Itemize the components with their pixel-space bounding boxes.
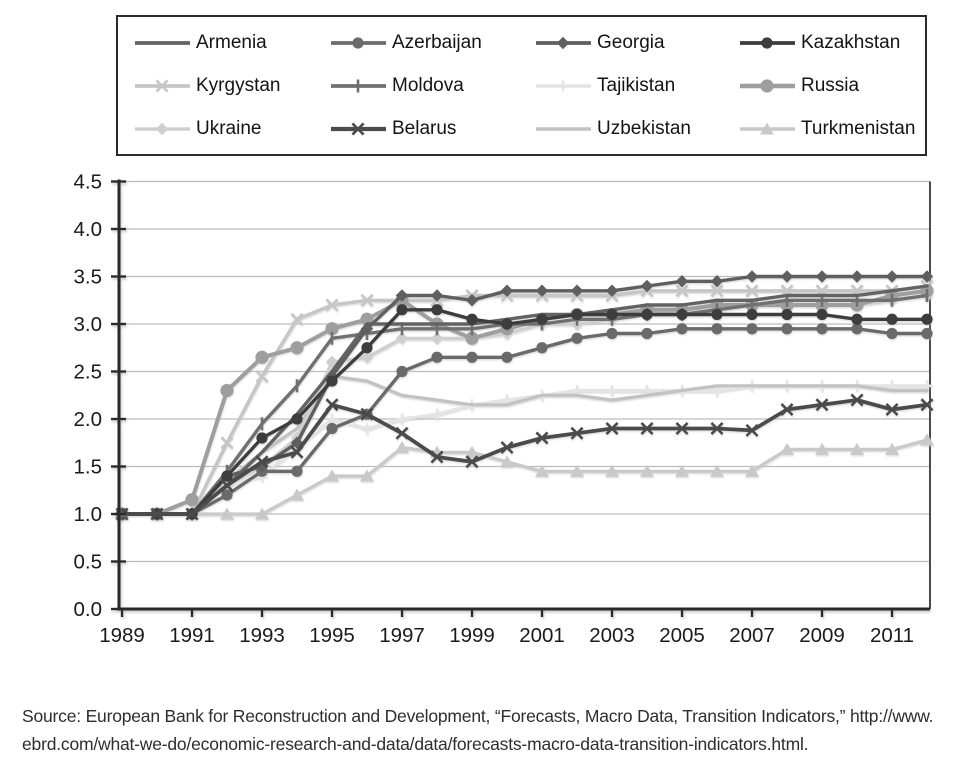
belarus-line-marker-icon (331, 121, 386, 136)
series-armenia (120, 284, 929, 516)
azerbaijan-line-marker-icon (331, 36, 386, 49)
source-line-1: Source: European Bank for Reconstruction… (22, 705, 934, 726)
axes (111, 179, 930, 617)
legend-item-kazakhstan: Kazakhstan (723, 32, 925, 54)
ukraine-line-marker-icon (135, 122, 190, 135)
kyrgystan-line-marker-icon (135, 78, 190, 93)
chart-legend: Armenia Azerbaijan Georgia Kazakhstan Kyrgys… (116, 15, 927, 156)
legend-item-turkmenistan: Turkmenistan (723, 118, 925, 140)
legend-item-russia: Russia (723, 75, 925, 97)
y-tick-label: 0.0 (74, 598, 103, 621)
y-tick-label: 2.5 (74, 361, 103, 384)
y-tick-label: 2.0 (74, 408, 103, 431)
x-tick-label: 1991 (169, 624, 215, 647)
x-tick-label: 2009 (799, 624, 845, 647)
x-tick-label: 2003 (589, 624, 635, 647)
legend-label: Moldova (392, 74, 464, 96)
kazakhstan-line-marker-icon (740, 36, 795, 49)
moldova-line-marker-icon (331, 79, 386, 92)
transition-indicators-line-chart: 0.0 0.5 1.0 1.5 2.0 2.5 3.0 3.5 4.0 4.5 1989 1991 19… (74, 171, 934, 648)
chart-area: 0.0 0.5 1.0 1.5 2.0 2.5 3.0 3.5 4.0 4.5 1989 1991 19… (0, 160, 975, 665)
y-tick-label: 3.0 (74, 313, 103, 336)
legend-label: Turkmenistan (801, 117, 916, 139)
legend-label: Armenia (196, 31, 267, 53)
source-citation: Source: European Bank for Reconstruction… (22, 702, 960, 758)
x-tick-label: 2011 (870, 624, 914, 647)
x-tick-label: 2007 (729, 624, 775, 647)
y-tick-label: 1.5 (74, 456, 103, 479)
gridlines (119, 180, 931, 609)
turkmenistan-line-marker-icon (740, 122, 795, 134)
x-tick-label: 1999 (449, 624, 495, 647)
legend-item-belarus: Belarus (314, 118, 519, 140)
legend-item-kyrgystan: Kyrgystan (118, 75, 314, 97)
tajikistan-line-marker-icon (536, 80, 591, 91)
x-tick-label: 1993 (239, 624, 285, 647)
legend-label: Uzbekistan (597, 117, 691, 139)
armenia-line-marker-icon (135, 40, 190, 45)
legend-item-azerbaijan: Azerbaijan (314, 32, 519, 54)
x-tick-label: 1997 (379, 624, 425, 647)
x-tick-label: 2005 (659, 624, 705, 647)
legend-label: Georgia (597, 31, 665, 53)
source-line-2: ebrd.com/what-we-do/economic-research-an… (22, 733, 809, 754)
legend-item-georgia: Georgia (519, 32, 723, 54)
georgia-line-marker-icon (536, 36, 591, 49)
legend-item-moldova: Moldova (314, 75, 519, 97)
y-tick-label: 4.5 (74, 171, 103, 194)
series-russia (115, 284, 934, 521)
y-tick-label: 4.0 (74, 218, 103, 241)
y-tick-label: 0.5 (74, 551, 103, 574)
y-tick-label: 1.0 (74, 503, 103, 526)
series-group (115, 270, 934, 521)
russia-line-marker-icon (740, 78, 795, 93)
x-tick-label: 1995 (309, 624, 355, 647)
legend-label: Kazakhstan (801, 31, 901, 53)
legend-item-tajikistan: Tajikistan (519, 75, 723, 97)
x-tick-label: 2001 (519, 624, 565, 647)
legend-label: Russia (801, 74, 860, 96)
legend-item-ukraine: Ukraine (118, 118, 314, 140)
series-belarus (115, 393, 934, 521)
legend-label: Tajikistan (597, 74, 676, 96)
legend-label: Ukraine (196, 117, 262, 139)
legend-item-armenia: Armenia (118, 32, 314, 54)
legend-label: Kyrgystan (196, 74, 281, 96)
x-tick-label: 1989 (99, 624, 145, 647)
y-tick-label: 3.5 (74, 266, 103, 289)
legend-label: Azerbaijan (392, 31, 482, 53)
legend-item-uzbekistan: Uzbekistan (519, 118, 723, 140)
tick-labels: 0.0 0.5 1.0 1.5 2.0 2.5 3.0 3.5 4.0 4.5 1989 1991 19… (74, 171, 915, 648)
legend-label: Belarus (392, 117, 457, 139)
uzbekistan-line-marker-icon (536, 126, 591, 131)
